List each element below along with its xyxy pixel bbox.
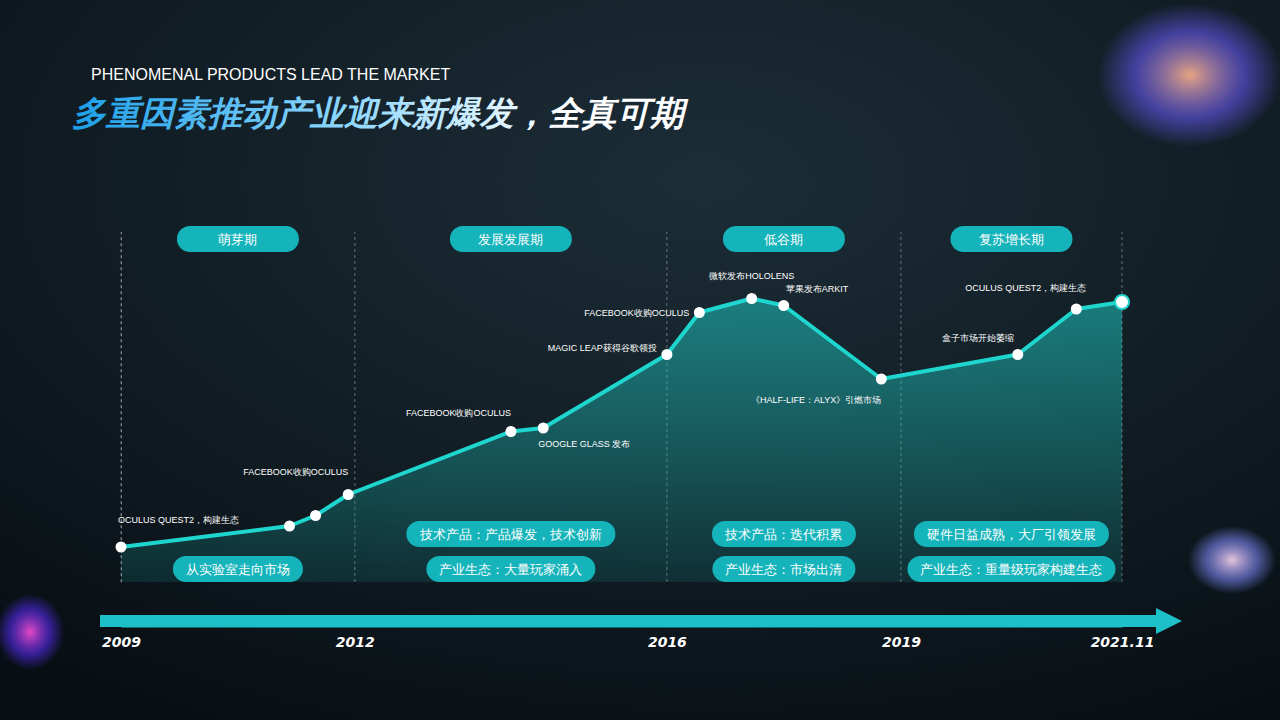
note-box xyxy=(406,521,615,547)
phase-pill xyxy=(950,226,1072,252)
jellyfish xyxy=(1098,3,1280,147)
phase-pill xyxy=(450,226,572,252)
phase-name: 复苏增长期 xyxy=(979,232,1044,247)
decorations xyxy=(0,3,1280,670)
phase-name: 低谷期 xyxy=(764,232,803,247)
point xyxy=(343,489,354,500)
point xyxy=(505,426,516,437)
x-axis-line xyxy=(122,616,1123,628)
point xyxy=(284,521,295,532)
point xyxy=(746,293,757,304)
note-text: 技术产品：迭代积累 xyxy=(724,527,842,542)
arrow-bar xyxy=(100,615,1160,627)
jellyfish xyxy=(1188,526,1276,594)
phase: 复苏增长期 xyxy=(950,226,1072,252)
point xyxy=(694,307,705,318)
annotation: FACEBOOK收购OCULUS xyxy=(584,308,689,318)
note-box xyxy=(426,556,595,582)
note-text: 产业生态：市场出清 xyxy=(725,562,842,577)
x-tick-label: 2021.11 xyxy=(1091,634,1155,650)
phase-name: 萌芽期 xyxy=(218,232,257,247)
annotation: 微软发布HOLOLENS xyxy=(709,271,794,281)
y-axis xyxy=(121,233,122,583)
annotation: FACEBOOK收购OCULUS xyxy=(243,467,348,477)
note: 技术产品：产品爆发，技术创新 xyxy=(406,521,615,547)
x-tick: 2016 xyxy=(648,621,687,650)
area xyxy=(121,299,1122,583)
note-text: 产业生态：大量玩家涌入 xyxy=(439,562,582,577)
grid xyxy=(121,232,1122,582)
point xyxy=(116,542,127,553)
point xyxy=(310,510,321,521)
y-axis-line xyxy=(121,233,122,583)
note: 从实验室走向市场 xyxy=(173,556,303,582)
phase: 发展发展期 xyxy=(450,226,572,252)
note-box xyxy=(712,521,856,547)
x-tick-label: 2012 xyxy=(336,634,375,650)
subtitle: PHENOMENAL PRODUCTS LEAD THE MARKET xyxy=(91,66,450,83)
note: 产业生态：大量玩家涌入 xyxy=(426,556,595,582)
note: 硬件日益成熟，大厂引领发展 xyxy=(914,521,1109,547)
x-tick: 2012 xyxy=(336,621,375,650)
phase: 萌芽期 xyxy=(177,226,299,252)
note-text: 技术产品：产品爆发，技术创新 xyxy=(419,527,602,542)
annotation: OCULUS QUEST2，构建生态 xyxy=(118,515,239,525)
note: 产业生态：市场出清 xyxy=(712,556,855,582)
note-box xyxy=(712,556,855,582)
arrow-head xyxy=(1156,608,1182,634)
x-tick: 2009 xyxy=(102,621,141,650)
annotation: FACEBOOK收购OCULUS xyxy=(406,408,511,418)
phase-name: 发展发展期 xyxy=(478,232,543,247)
note: 技术产品：迭代积累 xyxy=(712,521,856,547)
annotation: 《HALF-LIFE：ALYX》引燃市场 xyxy=(751,395,881,405)
point xyxy=(1071,304,1082,315)
note-text: 产业生态：重量级玩家构建生态 xyxy=(920,562,1102,577)
annotation: GOOGLE GLASS 发布 xyxy=(538,439,630,449)
background xyxy=(0,0,1280,720)
phase: 低谷期 xyxy=(723,226,845,252)
time-arrow xyxy=(100,608,1182,634)
point xyxy=(1012,349,1023,360)
title: 多重因素推动产业迎来新爆发，全真可期 xyxy=(72,94,689,132)
phase-labels: 萌芽期 发展发展期 低谷期 复苏增长期 xyxy=(177,226,1073,252)
point xyxy=(1115,295,1129,309)
note-box xyxy=(914,521,1109,547)
x-tick: 2021.11 xyxy=(1091,621,1155,650)
phase-pill xyxy=(177,226,299,252)
note-text: 硬件日益成熟，大厂引领发展 xyxy=(927,527,1096,542)
x-axis: 2009 2012 2016 2019 2021.11 xyxy=(102,621,1154,650)
x-tick-label: 2016 xyxy=(648,634,687,650)
jellyfish xyxy=(0,594,64,670)
note-text: 从实验室走向市场 xyxy=(186,562,290,577)
note: 产业生态：重量级玩家构建生态 xyxy=(907,556,1115,582)
x-tick-label: 2009 xyxy=(102,634,141,650)
line xyxy=(121,299,1122,548)
annotation: 盒子市场开始萎缩 xyxy=(942,333,1014,343)
annotation: 苹果发布ARKIT xyxy=(786,284,849,294)
point xyxy=(778,300,789,311)
annotations: OCULUS QUEST2，构建生态 FACEBOOK收购OCULUS FACEBO… xyxy=(118,271,1086,526)
point xyxy=(538,423,549,434)
marks xyxy=(116,293,1130,582)
grid-line xyxy=(121,232,122,582)
point xyxy=(661,349,672,360)
x-tick: 2019 xyxy=(882,621,921,650)
phase-notes: 从实验室走向市场 技术产品：产品爆发，技术创新产业生态：大量玩家涌入 技术产品：迭代… xyxy=(173,521,1116,582)
annotation: MAGIC LEAP获得谷歌领投 xyxy=(548,343,657,353)
note-box xyxy=(907,556,1115,582)
point xyxy=(876,374,887,385)
annotation: OCULUS QUEST2，构建生态 xyxy=(965,283,1086,293)
chart: PHENOMENAL PRODUCTS LEAD THE MARKET 多重因素推… xyxy=(0,0,1280,720)
x-tick-label: 2019 xyxy=(882,634,921,650)
note-box xyxy=(173,556,303,582)
phase-pill xyxy=(723,226,845,252)
